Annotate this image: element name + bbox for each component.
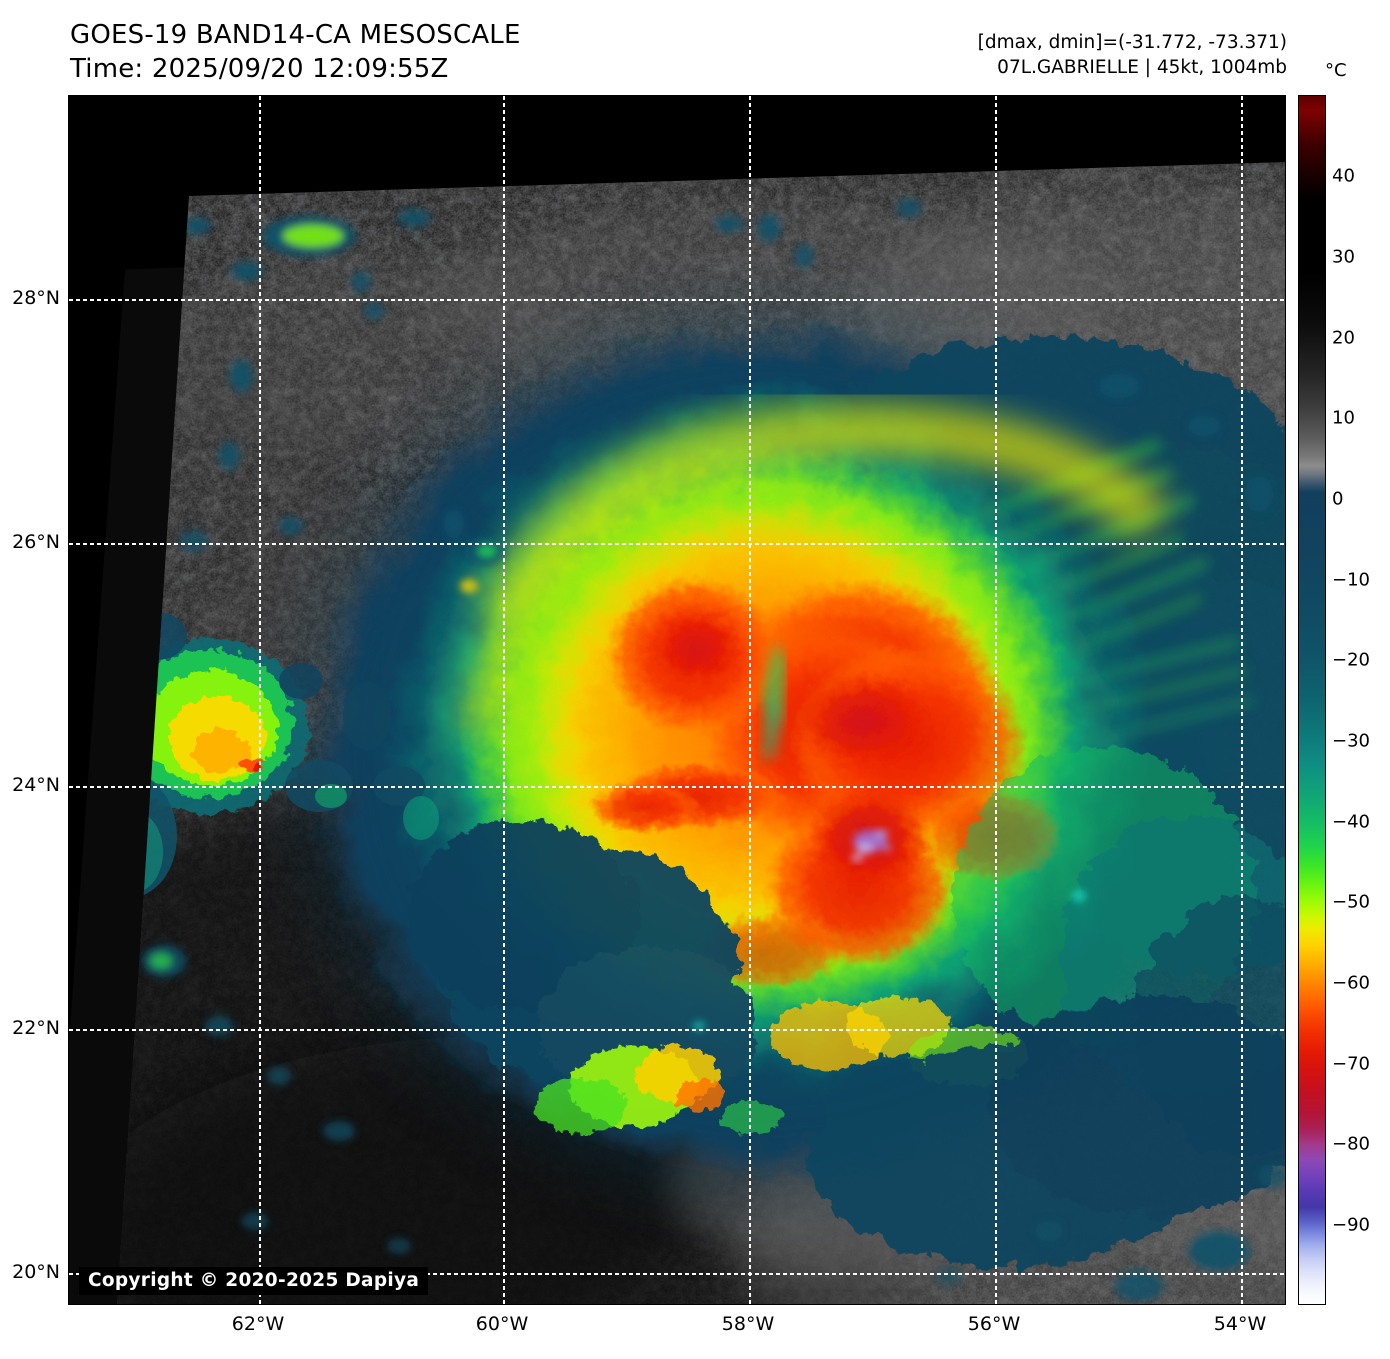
y-tick-26n: 26°N bbox=[12, 531, 60, 553]
x-tick-58w: 58°W bbox=[721, 1313, 775, 1335]
cbar-tick-20: 20 bbox=[1332, 327, 1355, 349]
cbar-tick-m10: −10 bbox=[1332, 569, 1370, 591]
cbar-tick-m80: −80 bbox=[1332, 1133, 1370, 1155]
header-title-block: GOES-19 BAND14-CA MESOSCALE Time: 2025/0… bbox=[70, 18, 521, 86]
header-info-block: [dmax, dmin]=(-31.772, -73.371) 07L.GABR… bbox=[978, 30, 1287, 80]
cbar-tick-30: 30 bbox=[1332, 246, 1355, 268]
cbar-tick-m90: −90 bbox=[1332, 1214, 1370, 1236]
cbar-tick-m60: −60 bbox=[1332, 972, 1370, 994]
cbar-tick-m50: −50 bbox=[1332, 891, 1370, 913]
cbar-tick-m70: −70 bbox=[1332, 1053, 1370, 1075]
y-tick-24n: 24°N bbox=[12, 774, 60, 796]
y-tick-20n: 20°N bbox=[12, 1261, 60, 1283]
temperature-colorbar[interactable] bbox=[1298, 95, 1326, 1305]
cbar-tick-10: 10 bbox=[1332, 407, 1355, 429]
storm-info-label: 07L.GABRIELLE | 45kt, 1004mb bbox=[997, 57, 1287, 78]
cbar-tick-m40: −40 bbox=[1332, 811, 1370, 833]
x-tick-56w: 56°W bbox=[967, 1313, 1021, 1335]
satellite-image-plot[interactable]: Copyright © 2020-2025 Dapiya bbox=[68, 95, 1286, 1305]
y-tick-22n: 22°N bbox=[12, 1017, 60, 1039]
hurricane-cloud-field bbox=[299, 311, 1285, 1266]
y-tick-28n: 28°N bbox=[12, 287, 60, 309]
infrared-brightness-temperature-raster: Copyright © 2020-2025 Dapiya bbox=[69, 96, 1285, 1304]
copyright-watermark: Copyright © 2020-2025 Dapiya bbox=[79, 1267, 429, 1295]
cbar-tick-m20: −20 bbox=[1332, 649, 1370, 671]
timestamp-label: Time: 2025/09/20 12:09:55Z bbox=[70, 54, 449, 84]
x-tick-60w: 60°W bbox=[475, 1313, 529, 1335]
scattered-convective-cells bbox=[142, 199, 1285, 1302]
x-tick-62w: 62°W bbox=[231, 1313, 285, 1335]
cbar-tick-40: 40 bbox=[1332, 165, 1355, 187]
dmax-dmin-label: [dmax, dmin]=(-31.772, -73.371) bbox=[977, 32, 1287, 53]
cbar-tick-0: 0 bbox=[1332, 488, 1344, 510]
cbar-tick-m30: −30 bbox=[1332, 730, 1370, 752]
x-tick-54w: 54°W bbox=[1213, 1313, 1267, 1335]
product-title: GOES-19 BAND14-CA MESOSCALE bbox=[70, 20, 521, 50]
colorbar-unit-label: °C bbox=[1325, 60, 1347, 81]
